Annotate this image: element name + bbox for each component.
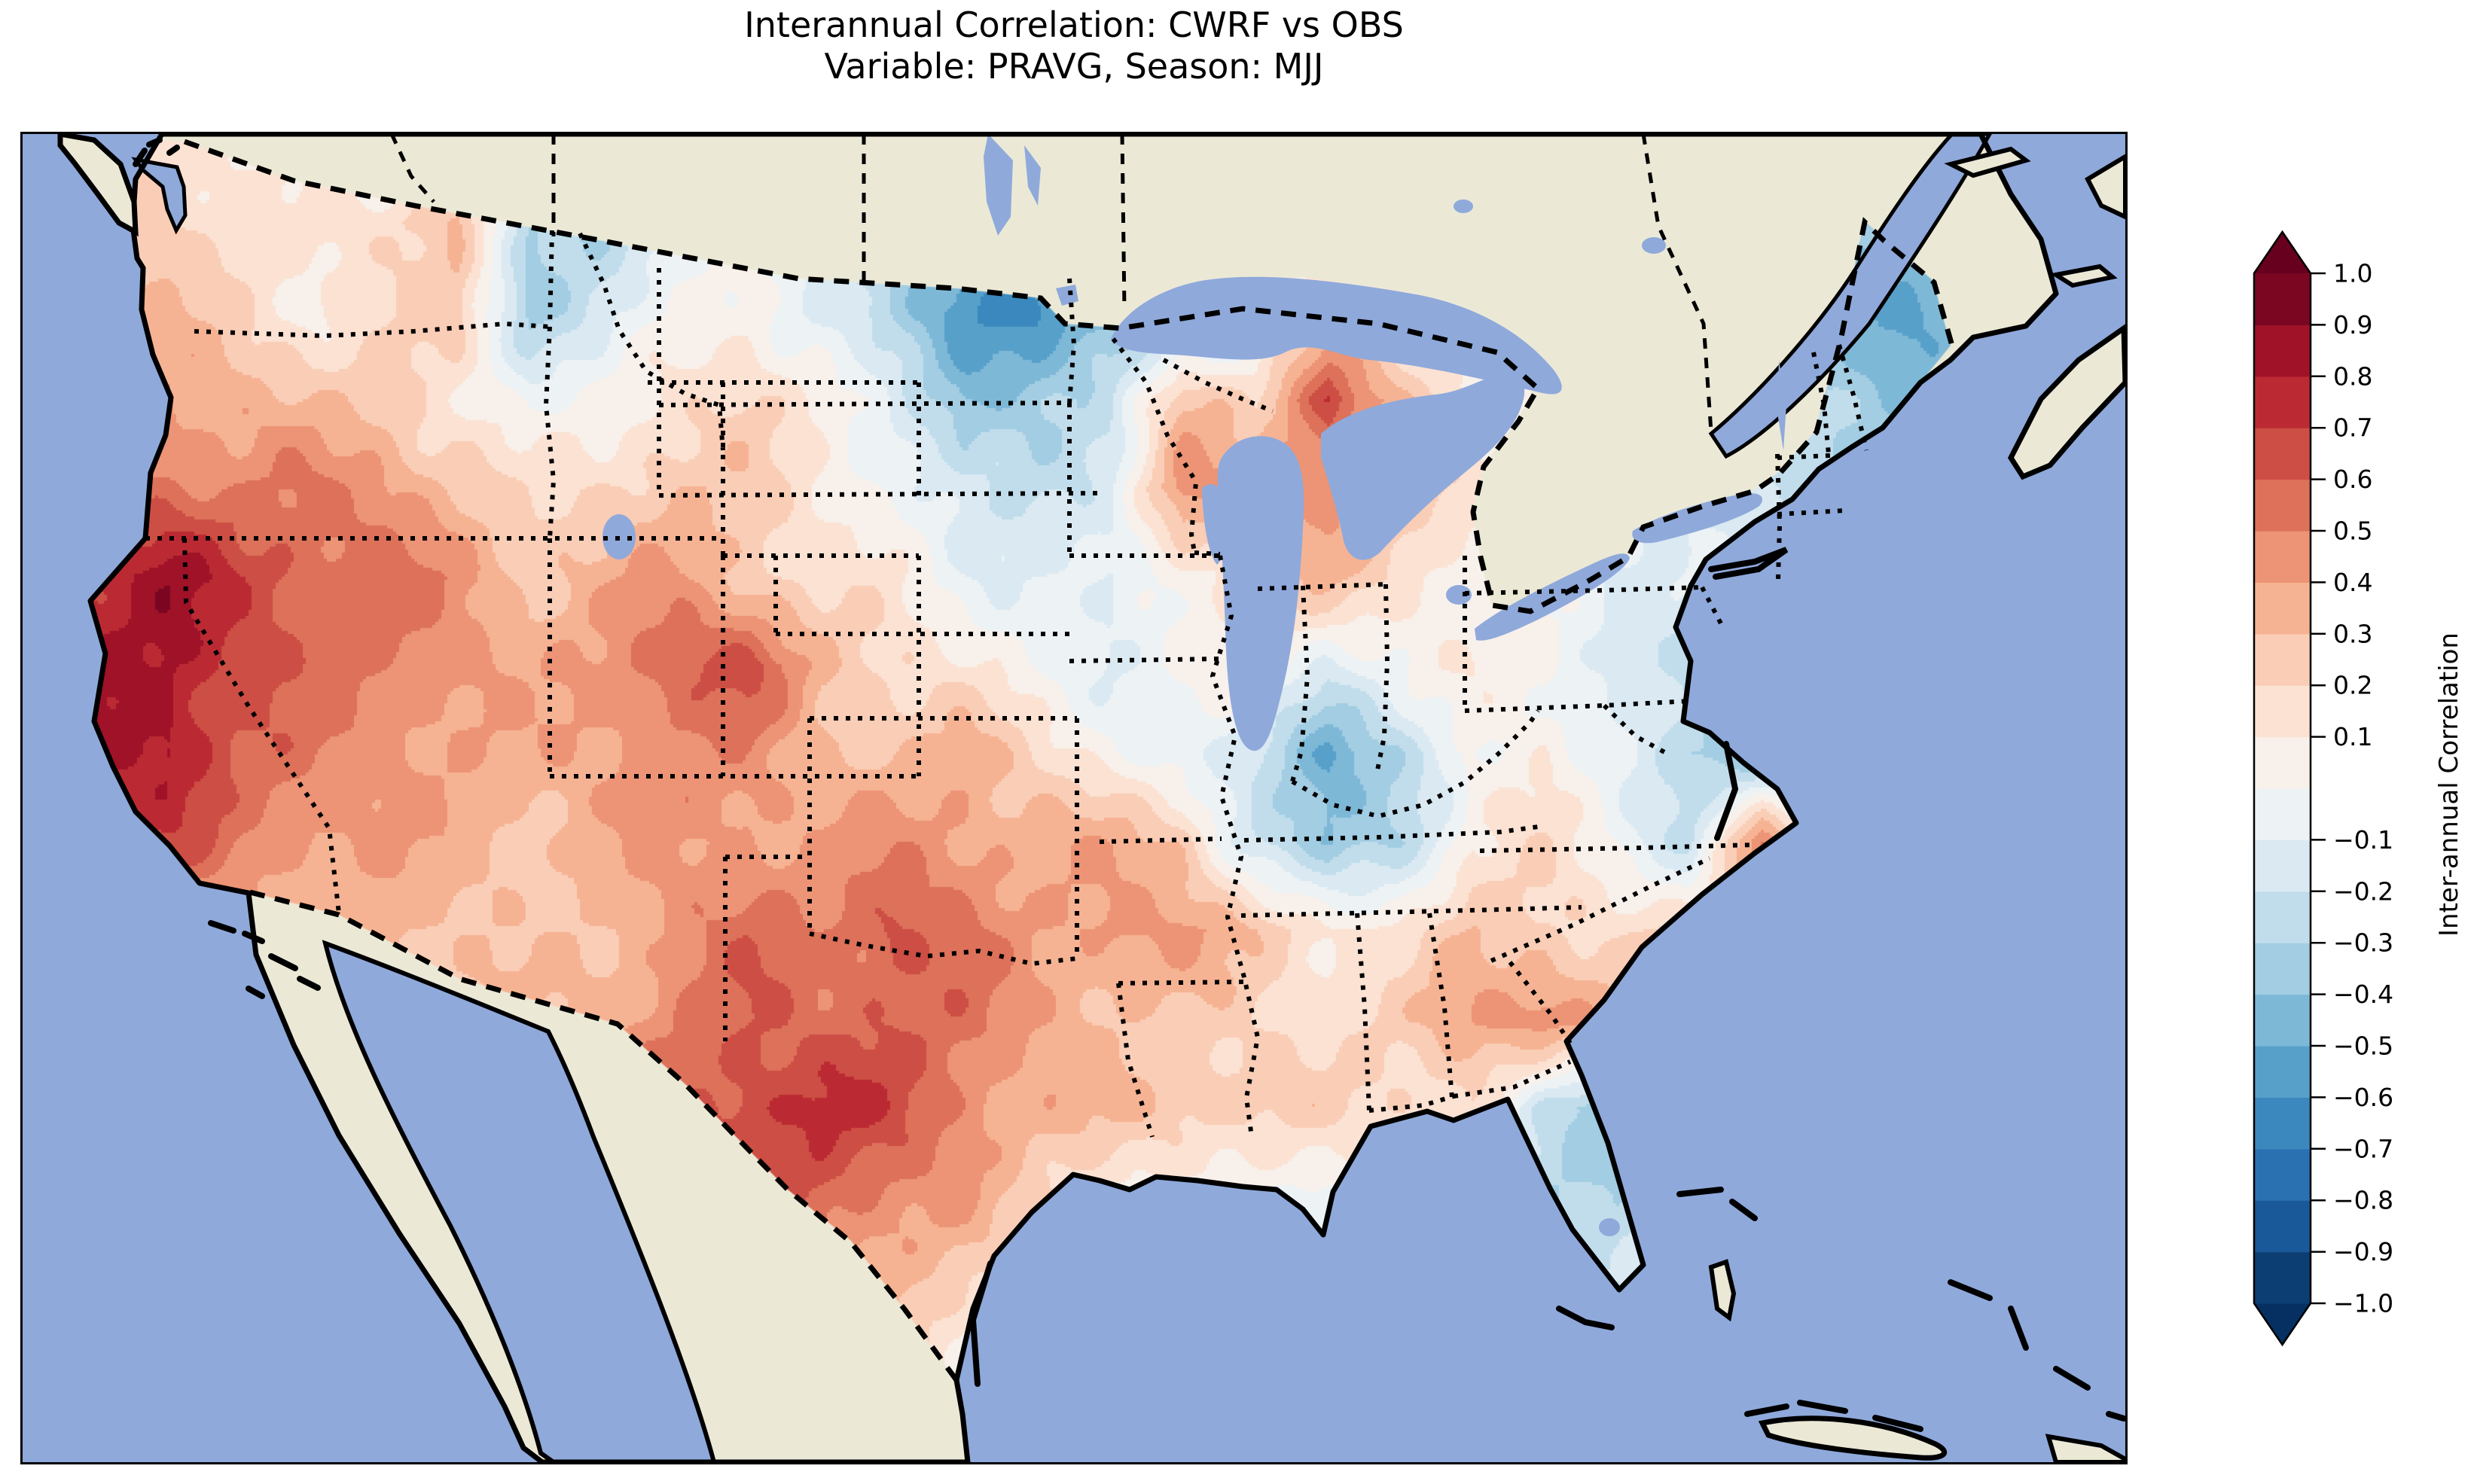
- colorbar-tick-label: −0.3: [2333, 928, 2393, 958]
- colorbar-tick-label: 0.3: [2333, 619, 2372, 648]
- lake-okeechobee: [1599, 1218, 1620, 1236]
- correlation-field-canvas: [23, 134, 2125, 1462]
- colorbar-tick-label: 0.6: [2333, 465, 2372, 494]
- us-canada-border: [183, 139, 1955, 614]
- colorbar-tick-label: −0.5: [2333, 1031, 2393, 1061]
- us-mexico-border: [249, 889, 959, 1382]
- colorbar-tick-label: 0.8: [2333, 361, 2372, 391]
- figure-title-line2: Variable: PRAVG, Season: MJJ: [824, 46, 1324, 87]
- colorbar-tick-label: 0.5: [2333, 517, 2372, 546]
- colorbar-tick-label: −0.9: [2333, 1237, 2393, 1266]
- colorbar-band: [2254, 994, 2311, 1047]
- colorbar-axis-label: Inter-annual Correlation: [2434, 632, 2464, 937]
- map-borders-and-water: [57, 134, 2125, 1462]
- colorbar-tick-label: 0.1: [2333, 722, 2372, 751]
- cuba: [1758, 1415, 1947, 1461]
- colorbar-band: [2254, 685, 2311, 738]
- colorbar-tick-label: −0.7: [2333, 1134, 2393, 1163]
- colorbar: 1.0 0.9 0.8 0.7 0.6 0.5 0.4 0.3 0.2 0.1 −0.1 −0.2 −0…: [2253, 230, 2393, 1347]
- coastline: [87, 134, 2059, 1462]
- figure-title: Interannual Correlation: CWRF vs OBS Var…: [23, 5, 2125, 87]
- newfoundland: [2085, 154, 2125, 220]
- colorbar-tick-label: −0.4: [2333, 980, 2393, 1009]
- great-lakes: [1111, 276, 1763, 751]
- colorbar-band: [2254, 531, 2311, 583]
- colorbar-tick-label: −0.6: [2333, 1083, 2393, 1112]
- colorbar-tick-label: 0.7: [2333, 413, 2372, 443]
- colorbar-arrow-top: [2254, 232, 2311, 273]
- colorbar-band: [2254, 891, 2311, 943]
- colorbar-band: [2254, 273, 2311, 325]
- anticosti-island: [1944, 146, 2031, 178]
- colorbar-band: [2254, 736, 2311, 789]
- canadian-water: [984, 134, 1992, 459]
- colorbar-band: [2254, 325, 2311, 377]
- colorbar-band: [2254, 1097, 2311, 1150]
- figure-title-line1: Interannual Correlation: CWRF vs OBS: [744, 5, 1404, 45]
- hispaniola: [2045, 1434, 2125, 1462]
- province-borders: [389, 134, 1713, 432]
- map-frame: [20, 132, 2128, 1464]
- colorbar-band: [2254, 1251, 2311, 1304]
- andros-island: [1708, 1259, 1737, 1322]
- colorbar-tick-label: −1.0: [2333, 1289, 2393, 1318]
- colorbar-band: [2254, 943, 2311, 995]
- prince-edward-island: [2049, 264, 2118, 288]
- colorbar-tick-label: 0.2: [2333, 671, 2372, 700]
- colorbar-band: [2254, 582, 2311, 635]
- state-borders: [145, 230, 1868, 1138]
- colorbar-tick-label: −0.1: [2333, 825, 2393, 855]
- colorbar-band: [2254, 1046, 2311, 1098]
- gulf-of-california-coast: [322, 940, 717, 1462]
- colorbar-band: [2254, 840, 2311, 892]
- colorbar-tick-label: 0.4: [2333, 568, 2372, 597]
- colorbar-tick-label: −0.8: [2333, 1186, 2393, 1215]
- colorbar-tick-label: 0.9: [2333, 310, 2372, 340]
- colorbar-band: [2254, 1148, 2311, 1201]
- colorbar-band: [2254, 376, 2311, 428]
- puget-sound: [131, 157, 188, 235]
- vancouver-island: [57, 134, 139, 237]
- colorbar-band: [2254, 788, 2311, 840]
- colorbar-band: [2254, 633, 2311, 686]
- colorbar-tick-label: −0.2: [2333, 876, 2393, 906]
- colorbar-band: [2254, 479, 2311, 532]
- colorbar-band: [2254, 428, 2311, 480]
- small-islands: [133, 137, 2125, 1432]
- colorbar-tick-label: 1.0: [2333, 259, 2372, 288]
- colorbar-band: [2254, 1200, 2311, 1253]
- colorbar-arrow-bottom: [2254, 1303, 2311, 1345]
- nova-scotia: [2007, 324, 2125, 480]
